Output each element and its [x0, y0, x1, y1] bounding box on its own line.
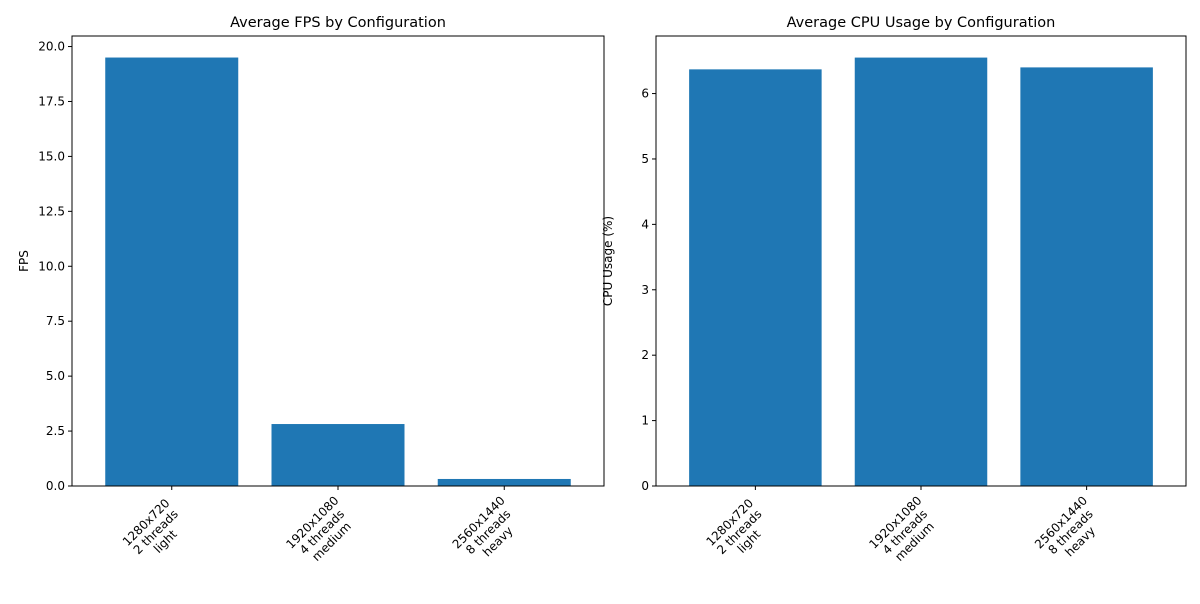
y-tick-label: 15.0	[38, 149, 65, 163]
x-tick-label: 1920x10804 threadsmedium	[866, 493, 943, 570]
y-tick-label: 5.0	[46, 369, 65, 383]
cpu-chart-panel: Average CPU Usage by Configuration CPU U…	[601, 15, 1187, 570]
bar	[105, 57, 239, 486]
y-tick-label: 10.0	[38, 259, 65, 273]
y-tick-label: 7.5	[46, 314, 65, 328]
bar	[689, 69, 822, 487]
chart-title: Average FPS by Configuration	[230, 15, 446, 31]
y-axis-label: CPU Usage (%)	[601, 216, 615, 306]
x-tick-label: 1920x10804 threadsmedium	[283, 493, 360, 570]
x-tick-label: 2560x14408 threadsheavy	[450, 493, 527, 570]
x-tick-label: 2560x14408 threadsheavy	[1032, 493, 1109, 570]
y-tick-label: 17.5	[38, 94, 65, 108]
y-tick-label: 4	[641, 217, 649, 231]
y-tick-label: 20.0	[38, 40, 65, 54]
y-tick-label: 3	[641, 283, 649, 297]
x-tick-label: 1280x7202 threadslight	[120, 496, 192, 568]
bar	[854, 57, 988, 487]
fps-chart-panel: Average FPS by Configuration FPS 0.0 2.5 5…	[17, 15, 605, 570]
y-tick-label: 5	[641, 152, 649, 166]
y-tick-label: 1	[641, 414, 649, 428]
bar	[1020, 67, 1153, 486]
y-tick-label: 6	[641, 87, 649, 101]
bar	[437, 478, 571, 486]
y-tick-label: 2	[641, 348, 649, 362]
x-tick-label: 1280x7202 threadslight	[703, 496, 775, 568]
y-tick-label: 2.5	[46, 424, 65, 438]
chart-title: Average CPU Usage by Configuration	[787, 15, 1056, 31]
y-axis-label: FPS	[17, 250, 31, 272]
bar	[271, 424, 405, 486]
y-tick-label: 0.0	[46, 479, 65, 493]
y-tick-label: 12.5	[38, 204, 65, 218]
y-tick-label: 0	[641, 479, 649, 493]
